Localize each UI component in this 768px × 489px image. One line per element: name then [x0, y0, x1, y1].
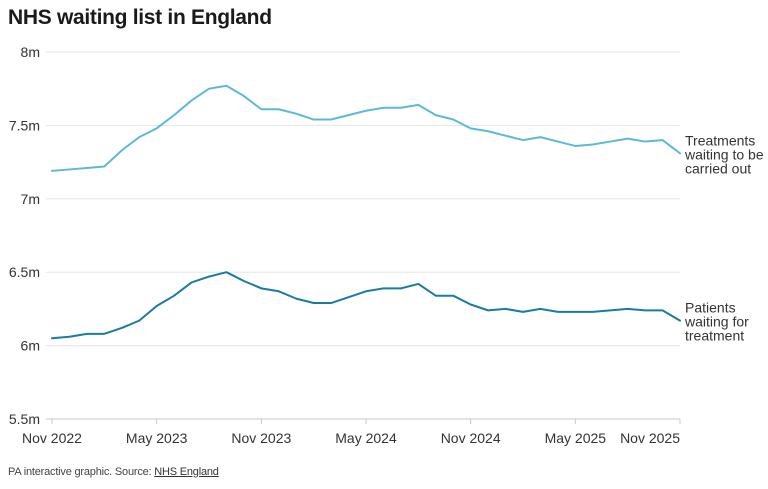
source-link[interactable]: NHS England [154, 466, 219, 478]
series-label-line: waiting to be [684, 146, 764, 162]
y-tick-label: 8m [21, 44, 40, 60]
series-label-line: treatment [685, 328, 744, 344]
x-tick-label: Nov 2024 [441, 430, 501, 446]
x-tick-label: Nov 2023 [231, 430, 291, 446]
x-tick-label: Nov 2022 [22, 430, 82, 446]
x-tick-label: May 2024 [335, 430, 397, 446]
y-tick-label: 7.5m [9, 117, 40, 133]
chart-title: NHS waiting list in England [8, 6, 272, 29]
y-tick-label: 6.5m [9, 264, 40, 280]
y-axis-ticks: 8m 7.5m 7m 6.5m 6m 5.5m [9, 44, 40, 427]
x-tick-label: Nov 2025 [620, 430, 680, 446]
footer-text: PA interactive graphic. Source: [8, 466, 155, 478]
x-tick-label: May 2023 [126, 430, 188, 446]
series-layer [51, 84, 681, 340]
patients-series-line [51, 271, 681, 340]
series-label-line: waiting for [684, 314, 749, 330]
y-tick-label: 5.5m [9, 411, 40, 427]
series-label-line: Patients [685, 300, 736, 316]
grid-layer [46, 51, 680, 420]
y-tick-label: 7m [21, 191, 40, 207]
treatments-series-line [51, 84, 681, 172]
y-tick-label: 6m [21, 338, 40, 354]
x-tick-label: May 2025 [545, 430, 607, 446]
x-axis-ticks: Nov 2022 May 2023 Nov 2023 May 2024 Nov 2024… [22, 419, 681, 446]
source-footer: PA interactive graphic. Source: NHS Engl… [8, 466, 219, 478]
series-label-line: Treatments [685, 132, 755, 148]
series-label-line: carried out [685, 160, 751, 176]
